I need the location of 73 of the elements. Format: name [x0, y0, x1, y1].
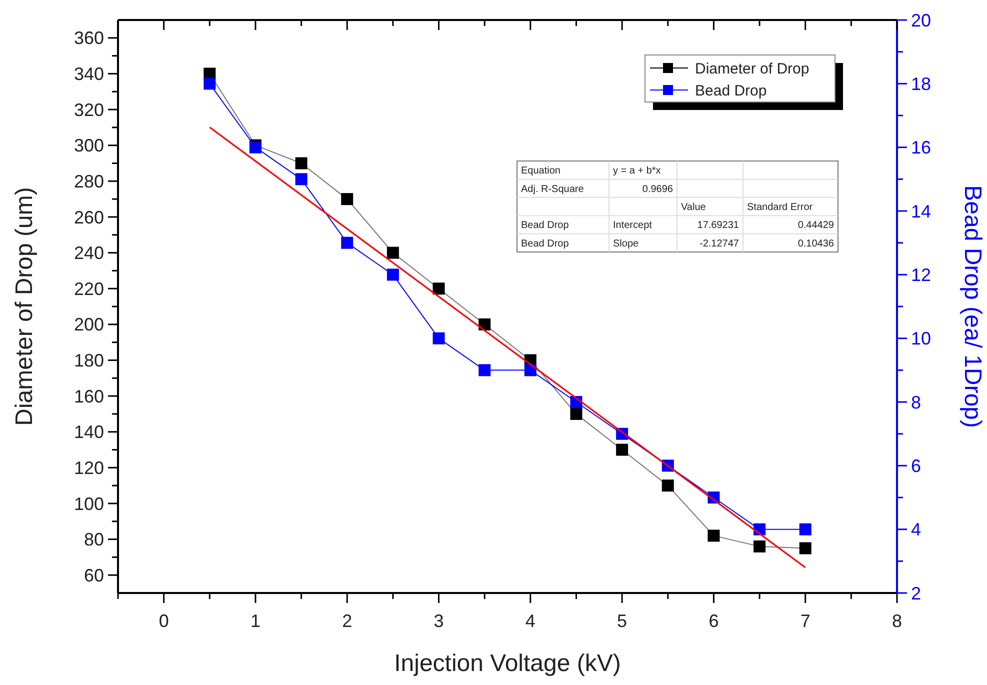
point [204, 78, 216, 90]
annotation: 0.9696 [642, 184, 674, 195]
x-axis-title: Injection Voltage (kV) [394, 650, 621, 677]
y2-tick-label: 6 [911, 456, 922, 476]
point [799, 523, 812, 536]
y2-tick-label: 16 [911, 138, 932, 158]
legend-label: Bead Drop [695, 82, 767, 100]
x-tick-label: 8 [892, 611, 902, 631]
annotation: 0.10436 [798, 238, 834, 250]
y-axis-title: Diameter of Drop (um) [11, 187, 38, 426]
point [386, 268, 399, 281]
point [386, 246, 399, 259]
point [432, 282, 445, 295]
point [341, 236, 354, 249]
y-tick-label: 300 [74, 136, 104, 156]
x-tick-label: 1 [250, 611, 260, 631]
y-tick-label: 240 [74, 243, 104, 264]
x-tick-label: 7 [800, 611, 810, 631]
x-tick-label: 0 [158, 611, 169, 631]
y-tick-label: 260 [74, 207, 104, 228]
y-tick-label: 320 [74, 100, 104, 120]
x-tick-label: 6 [708, 611, 719, 631]
y2-tick-label: 8 [911, 392, 922, 412]
y2-tick-label: 4 [911, 520, 922, 540]
y-tick-label: 120 [74, 458, 104, 478]
y2-axis-title: Bead Drop (ea/ 1Drop) [959, 185, 986, 428]
point [478, 364, 491, 376]
point [341, 193, 354, 206]
x-tick-label: 2 [342, 611, 352, 631]
annotation: y = a + b*x [613, 166, 661, 177]
point [708, 530, 720, 542]
annotation: Slope [613, 238, 640, 250]
annotation: Adj. R-Square [521, 184, 584, 195]
y2-tick-label: 12 [911, 264, 932, 285]
x-tick-label: 5 [617, 611, 628, 631]
point [295, 173, 308, 186]
point [432, 332, 445, 344]
y-tick-label: 100 [74, 494, 104, 514]
annotation: Equation [521, 166, 560, 177]
annotation: 0.44429 [798, 220, 834, 232]
point [754, 540, 766, 552]
point [524, 364, 536, 376]
point [295, 157, 308, 170]
y2-tick-label: 10 [911, 328, 932, 349]
point [478, 318, 491, 330]
x-tick-label: 3 [434, 611, 444, 631]
point [662, 480, 674, 492]
y-tick-label: 140 [74, 422, 104, 442]
point [616, 444, 628, 456]
y-tick-label: 160 [74, 386, 104, 406]
y-tick-label: 280 [74, 171, 104, 192]
legend-label: Diameter of Drop [695, 60, 810, 78]
y-tick-label: 360 [74, 28, 104, 48]
annotation: Intercept [613, 220, 652, 232]
annotation: -2.12747 [700, 238, 740, 250]
y2-tick-label: 20 [911, 10, 932, 30]
y2-tick-label: 18 [911, 74, 932, 94]
point [570, 408, 582, 420]
annotation: Bead Drop [521, 220, 570, 232]
y2-tick-label: 2 [911, 583, 922, 604]
y-tick-label: 220 [74, 278, 104, 299]
y-tick-label: 60 [84, 565, 104, 586]
y-tick-label: 200 [74, 314, 104, 335]
y-tick-label: 340 [74, 64, 104, 84]
annotation: Standard Error [747, 202, 814, 213]
y-tick-label: 80 [84, 530, 104, 550]
point [799, 542, 812, 554]
annotation: Bead Drop [521, 238, 570, 250]
y2-tick-label: 14 [911, 201, 932, 222]
annotation: Value [681, 202, 706, 213]
x-tick-label: 4 [525, 611, 536, 631]
annotation: 17.69231 [697, 220, 740, 232]
y-tick-label: 180 [74, 350, 104, 371]
